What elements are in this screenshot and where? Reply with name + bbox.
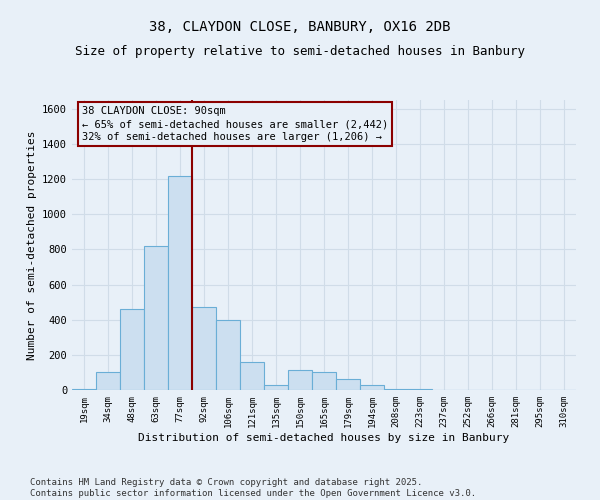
Bar: [360, 384, 384, 390]
Text: 38, CLAYDON CLOSE, BANBURY, OX16 2DB: 38, CLAYDON CLOSE, BANBURY, OX16 2DB: [149, 20, 451, 34]
Bar: [168, 176, 192, 390]
Bar: [192, 308, 216, 390]
Bar: [216, 320, 240, 390]
Bar: [336, 380, 360, 390]
Text: Contains HM Land Registry data © Crown copyright and database right 2025.
Contai: Contains HM Land Registry data © Crown c…: [30, 478, 476, 498]
X-axis label: Distribution of semi-detached houses by size in Banbury: Distribution of semi-detached houses by …: [139, 432, 509, 442]
Bar: [240, 362, 264, 390]
Text: 38 CLAYDON CLOSE: 90sqm
← 65% of semi-detached houses are smaller (2,442)
32% of: 38 CLAYDON CLOSE: 90sqm ← 65% of semi-de…: [82, 106, 388, 142]
Bar: [408, 389, 432, 390]
Bar: [312, 372, 336, 390]
Bar: [72, 389, 96, 390]
Bar: [288, 370, 312, 390]
Bar: [384, 389, 408, 390]
Y-axis label: Number of semi-detached properties: Number of semi-detached properties: [26, 130, 37, 360]
Bar: [144, 246, 168, 390]
Text: Size of property relative to semi-detached houses in Banbury: Size of property relative to semi-detach…: [75, 45, 525, 58]
Bar: [120, 309, 144, 390]
Bar: [96, 372, 120, 390]
Bar: [264, 384, 288, 390]
